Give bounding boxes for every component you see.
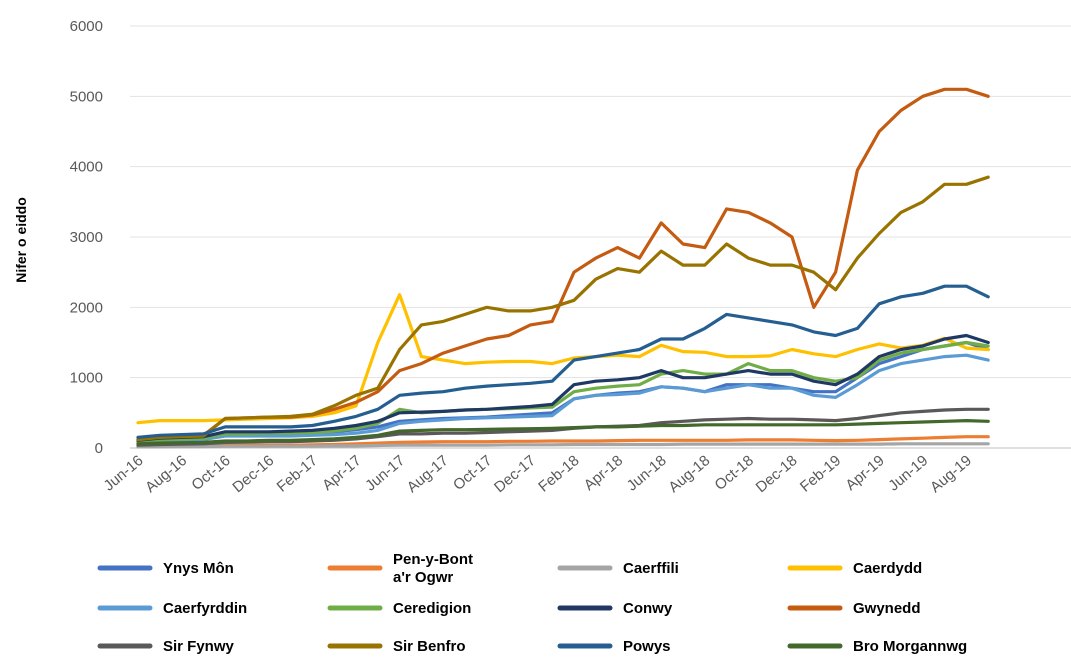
series-line (136, 442, 990, 449)
x-tick-label: Apr-19 (842, 452, 887, 494)
x-tick-label: Aug-16 (142, 452, 190, 496)
x-tick-label: Jun-16 (101, 452, 147, 495)
x-tick-label: Oct-16 (188, 452, 233, 494)
series-line (136, 353, 990, 444)
legend-label: Sir Fynwy (163, 638, 235, 655)
x-tick-label: Feb-17 (274, 452, 321, 496)
x-tick-label: Jun-17 (362, 452, 408, 495)
y-axis-tick-labels: 0 1000 2000 3000 4000 5000 6000 (70, 18, 103, 457)
x-tick-label: Feb-19 (797, 452, 844, 496)
x-tick-label: Jun-18 (624, 452, 670, 495)
legend-label: Ceredigion (393, 600, 471, 617)
x-tick-label: Oct-18 (712, 452, 757, 494)
legend-label: Powys (623, 638, 671, 655)
x-tick-label: Aug-18 (665, 452, 713, 496)
gridlines (130, 25, 1071, 449)
legend-label: Caerffili (623, 560, 679, 577)
legend-label: Caerfyrddin (163, 600, 247, 617)
x-tick-label: Apr-18 (581, 452, 626, 494)
legend-label: Caerdydd (853, 560, 922, 577)
series-line (136, 175, 990, 442)
y-tick-label: 4000 (70, 159, 103, 176)
legend-label: Bro Morgannwg (853, 638, 967, 655)
series-lines (136, 87, 990, 449)
legend-label: Conwy (623, 600, 673, 617)
legend-label: Gwynedd (853, 600, 921, 617)
x-axis-tick-labels: Jun-16Aug-16Oct-16Dec-16Feb-17Apr-17Jun-… (101, 452, 975, 496)
y-axis-label: Nifer o eiddo (13, 197, 29, 283)
x-tick-label: Aug-17 (404, 452, 452, 496)
series-line (136, 87, 990, 442)
series-line (136, 284, 990, 439)
y-tick-label: 2000 (70, 299, 103, 316)
series-line (136, 333, 990, 442)
series-line (136, 419, 990, 446)
x-tick-label: Dec-17 (491, 452, 539, 496)
x-tick-label: Apr-17 (319, 452, 364, 494)
y-tick-label: 0 (95, 440, 103, 457)
y-tick-label: 5000 (70, 88, 103, 105)
series-line (136, 293, 990, 425)
x-tick-label: Dec-18 (753, 452, 801, 496)
x-tick-label: Aug-19 (927, 452, 975, 496)
legend-label: Ynys Môn (163, 560, 234, 577)
x-tick-label: Feb-18 (535, 452, 582, 496)
legend: Ynys Môn Pen-y-Bont a'r Ogwr Caerffili Caerd… (97, 551, 967, 655)
x-tick-label: Oct-17 (450, 452, 495, 494)
y-tick-label: 3000 (70, 229, 103, 246)
y-tick-label: 6000 (70, 18, 103, 35)
legend-label: Pen-y-Bont a'r Ogwr (393, 551, 473, 586)
x-tick-label: Jun-19 (885, 452, 931, 495)
y-tick-label: 1000 (70, 370, 103, 387)
legend-label: Sir Benfro (393, 638, 466, 655)
x-tick-label: Dec-16 (229, 452, 277, 496)
